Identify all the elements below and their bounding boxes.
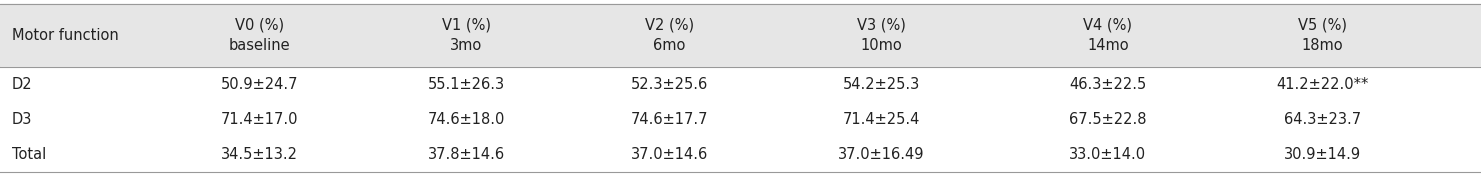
Text: 71.4±17.0: 71.4±17.0 [221, 112, 298, 127]
Text: 46.3±22.5: 46.3±22.5 [1069, 77, 1146, 92]
Bar [0, 4, 1481, 67]
Text: 30.9±14.9: 30.9±14.9 [1284, 147, 1361, 162]
Text: V5 (%)
18mo: V5 (%) 18mo [1297, 17, 1348, 53]
Text: 74.6±18.0: 74.6±18.0 [428, 112, 505, 127]
Bar [0, 67, 1481, 102]
Text: 64.3±23.7: 64.3±23.7 [1284, 112, 1361, 127]
Bar [0, 102, 1481, 137]
Text: 34.5±13.2: 34.5±13.2 [221, 147, 298, 162]
Text: 55.1±26.3: 55.1±26.3 [428, 77, 505, 92]
Text: 41.2±22.0**: 41.2±22.0** [1277, 77, 1368, 92]
Text: 37.0±16.49: 37.0±16.49 [838, 147, 924, 162]
Text: 74.6±17.7: 74.6±17.7 [631, 112, 708, 127]
Text: Total: Total [12, 147, 46, 162]
Text: 37.8±14.6: 37.8±14.6 [428, 147, 505, 162]
Text: 67.5±22.8: 67.5±22.8 [1069, 112, 1146, 127]
Text: V3 (%)
10mo: V3 (%) 10mo [856, 17, 906, 53]
Text: D3: D3 [12, 112, 33, 127]
Text: 52.3±25.6: 52.3±25.6 [631, 77, 708, 92]
Text: 33.0±14.0: 33.0±14.0 [1069, 147, 1146, 162]
Text: V1 (%)
3mo: V1 (%) 3mo [441, 17, 492, 53]
Text: Motor function: Motor function [12, 28, 118, 43]
Text: 50.9±24.7: 50.9±24.7 [221, 77, 298, 92]
Text: D2: D2 [12, 77, 33, 92]
Text: V2 (%)
6mo: V2 (%) 6mo [644, 17, 695, 53]
Text: 37.0±14.6: 37.0±14.6 [631, 147, 708, 162]
Text: V0 (%)
baseline: V0 (%) baseline [228, 17, 290, 53]
Bar [0, 137, 1481, 172]
Text: V4 (%)
14mo: V4 (%) 14mo [1083, 17, 1133, 53]
Text: 71.4±25.4: 71.4±25.4 [843, 112, 920, 127]
Text: 54.2±25.3: 54.2±25.3 [843, 77, 920, 92]
